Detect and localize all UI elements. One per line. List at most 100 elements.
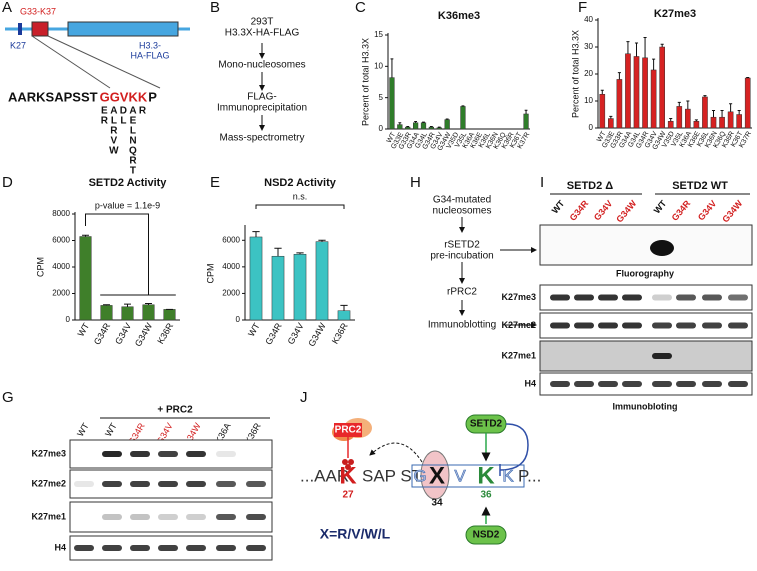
blot-band: [216, 514, 236, 520]
lane-label: G34R: [568, 198, 591, 223]
y-axis-label: Percent of total H3.3X: [360, 38, 370, 126]
error-bar: [686, 100, 690, 110]
chart-title: K36me3: [438, 10, 480, 22]
bar: [608, 118, 614, 129]
error-bar: [445, 118, 449, 120]
residue: V: [454, 466, 466, 485]
error-bar: [82, 234, 89, 237]
blot-frame: [539, 340, 753, 372]
blot-band: [158, 514, 178, 520]
y-tick-label: 2000: [222, 289, 240, 298]
substitution: E: [130, 116, 137, 127]
residue: K: [477, 462, 495, 489]
blot-frame: [539, 372, 753, 396]
blot-row-label: H4: [524, 378, 536, 388]
y-tick-label: 10: [584, 96, 593, 105]
error-bar: [461, 105, 465, 107]
blot-band: [74, 481, 94, 487]
error-bar: [720, 109, 724, 118]
flow-step: rPRC2: [447, 287, 477, 298]
blot-band: [728, 322, 748, 329]
error-bar: [737, 109, 741, 115]
blot-band: [550, 381, 570, 387]
blot-band: [622, 294, 642, 301]
blot-band: [598, 381, 618, 387]
error-bar: [652, 58, 656, 70]
panel-letter: H: [410, 174, 421, 191]
blot-band: [186, 451, 206, 457]
bar: [625, 53, 631, 129]
k27-label: K27: [10, 40, 26, 50]
blot-row-label: H4: [54, 542, 66, 552]
substitution: R: [129, 156, 137, 167]
y-tick-label: 10: [374, 61, 383, 70]
blot-band: [102, 481, 122, 487]
bar: [397, 124, 403, 130]
x-tick-label: G34V: [286, 321, 306, 346]
sequence: SAP ST: [362, 466, 422, 485]
blot-row-label: K27me3: [31, 448, 66, 458]
flow-step: pre-incubation: [430, 251, 493, 262]
blot-band: [158, 545, 178, 551]
blot-band: [702, 381, 722, 387]
bar: [428, 126, 435, 130]
enzyme-label: PRC2: [335, 425, 362, 436]
error-bar: [703, 95, 707, 97]
position: 27: [342, 490, 354, 501]
x-tick-label: G34R: [263, 321, 284, 347]
panel-letter: I: [540, 174, 544, 191]
bar: [412, 122, 419, 130]
substitution: W: [109, 146, 119, 157]
error-bar: [677, 101, 681, 107]
flow-step: 293T: [251, 17, 274, 28]
lane-label: WT: [103, 421, 119, 439]
bar: [685, 108, 691, 129]
blot-row-label: K27me2: [501, 320, 536, 330]
axis-line: [387, 33, 530, 130]
substitution: R: [139, 106, 147, 117]
substitution: T: [130, 166, 136, 177]
blot-row-label: K27me3: [501, 292, 536, 302]
chart-title: SETD2 Activity: [89, 177, 168, 189]
blot-band: [652, 294, 672, 301]
blot-band: [550, 294, 570, 301]
panel-letter: F: [578, 0, 587, 16]
panel-letter: D: [2, 174, 13, 191]
construct-label: H3.3-: [139, 40, 161, 50]
blot-band: [676, 294, 696, 301]
blot-band: [130, 481, 150, 487]
lane-label: WT: [550, 198, 567, 216]
bar: [727, 111, 734, 129]
x-tick-label: G34W: [133, 321, 155, 349]
substitution: A: [110, 106, 117, 117]
bar: [642, 57, 648, 129]
error-bar: [145, 302, 152, 305]
sequence: P: [148, 89, 157, 104]
y-tick-label: 6000: [52, 236, 70, 245]
substitution: N: [129, 136, 136, 147]
error-bar: [340, 304, 348, 311]
bar: [633, 56, 640, 129]
blot-row-label: K27me2: [31, 478, 66, 488]
bar: [121, 306, 134, 321]
lane-label: G34W: [614, 198, 638, 224]
bar: [100, 305, 113, 321]
bar: [599, 94, 606, 129]
significance-bracket: [255, 204, 345, 209]
bar: [271, 255, 285, 321]
panel-h: [459, 217, 537, 328]
blot-band: [622, 322, 642, 329]
x-tick-label: WT: [596, 130, 608, 144]
y-tick-label: 4000: [222, 262, 240, 271]
error-bar: [429, 125, 433, 128]
error-bar: [634, 42, 639, 57]
lane-label: G34R: [670, 198, 693, 223]
bar: [420, 122, 427, 130]
treatment-label: + PRC2: [157, 405, 193, 416]
flow-step: Mono-nucleosomes: [218, 60, 305, 71]
residue: K: [339, 462, 357, 489]
x-tick-label: K36R: [330, 321, 350, 346]
residue: G: [413, 466, 426, 485]
substitution: R: [101, 116, 109, 127]
